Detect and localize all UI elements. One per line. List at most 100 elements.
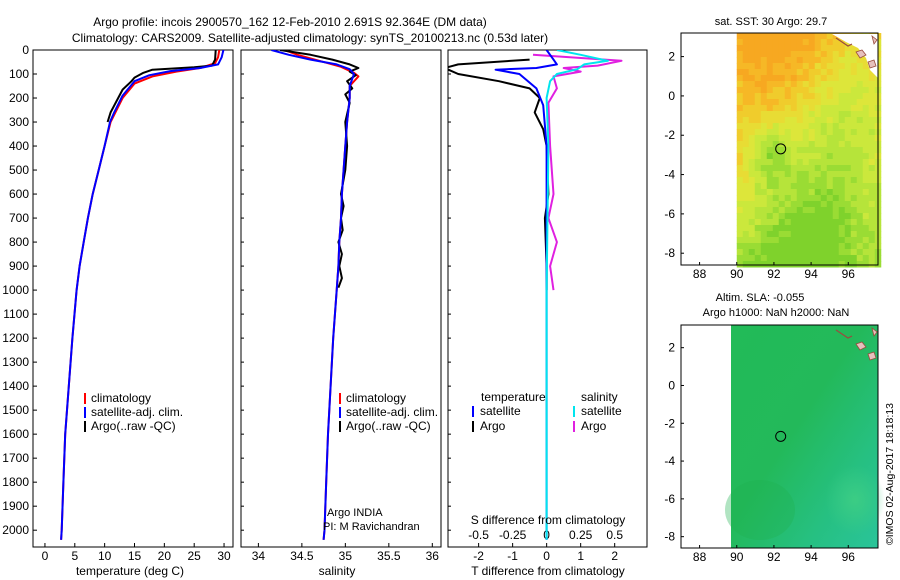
sst-cell [850, 117, 858, 124]
sst-cell [772, 111, 780, 118]
sst-cell [742, 243, 750, 250]
sst-cell [868, 183, 876, 190]
difference-series-line [494, 50, 558, 540]
sst-cell [814, 213, 822, 220]
sst-cell [808, 195, 816, 202]
lon-tick-label: 90 [730, 267, 744, 281]
sla-map-axes: 88 90 92 94 96 2 0 -2 -4 -6 -8 [664, 341, 855, 564]
sst-cell [790, 261, 798, 268]
difference-tick-label: 1 [577, 549, 584, 563]
sst-cell [814, 255, 822, 262]
sst-cell [784, 201, 792, 208]
sst-cell [850, 129, 858, 136]
sst-cell [808, 135, 816, 142]
sst-cell [760, 219, 768, 226]
difference-top-tick-label: -0.5 [468, 528, 489, 542]
sst-cell [766, 237, 774, 244]
sst-cell [754, 111, 762, 118]
sst-cell [850, 99, 858, 106]
sst-cell [862, 153, 870, 160]
sst-cell [814, 165, 822, 172]
sst-cell [868, 243, 876, 250]
sst-cell [832, 213, 840, 220]
sst-cell [754, 171, 762, 178]
difference-tick-label: -1 [507, 549, 518, 563]
sst-cell [844, 207, 852, 214]
sst-cell [766, 93, 774, 100]
sst-cell [844, 75, 852, 82]
sst-cell [742, 231, 750, 238]
sst-cell [820, 51, 828, 58]
sst-cell [760, 111, 768, 118]
sst-cell [748, 75, 756, 82]
sst-cell [832, 249, 840, 256]
sst-cell [802, 63, 810, 70]
temperature-tick-label: 10 [98, 549, 112, 563]
depth-tick-label: 300 [9, 115, 29, 129]
sst-cell [790, 45, 798, 52]
sst-cell [862, 75, 870, 82]
sst-cell [826, 183, 834, 190]
sst-cell [766, 195, 774, 202]
sst-cell [754, 39, 762, 46]
sst-cell [814, 57, 822, 64]
sst-cell [850, 93, 858, 100]
sst-cell [856, 87, 864, 94]
sst-cell [748, 255, 756, 262]
sst-cell [766, 165, 774, 172]
sst-cell [778, 57, 786, 64]
sst-cell [736, 171, 744, 178]
sst-cell [862, 147, 870, 154]
sst-cell [748, 213, 756, 220]
sst-cell [748, 147, 756, 154]
sst-cell [784, 255, 792, 262]
sst-cell [790, 255, 798, 262]
sst-cell [826, 93, 834, 100]
sst-cell [862, 207, 870, 214]
difference-series-line [532, 53, 623, 291]
sst-cell [772, 105, 780, 112]
sst-cell [748, 135, 756, 142]
depth-tick-label: 1500 [2, 403, 29, 417]
sst-cell [844, 243, 852, 250]
sst-cell [736, 225, 744, 232]
sst-cell [748, 111, 756, 118]
sst-cell [772, 171, 780, 178]
sst-cell [760, 63, 768, 70]
legend-title-salinity: salinity [581, 390, 618, 404]
sst-cell [844, 201, 852, 208]
sst-cell [760, 255, 768, 262]
sst-cell [862, 231, 870, 238]
sst-cell [748, 225, 756, 232]
sst-cell [748, 141, 756, 148]
depth-tick-label: 100 [9, 67, 29, 81]
sst-cell [766, 147, 774, 154]
sst-cell [790, 135, 798, 142]
sst-cell [742, 123, 750, 130]
sst-cell [832, 219, 840, 226]
sst-cell [802, 255, 810, 262]
sst-cell [856, 135, 864, 142]
sla-high-patch [825, 465, 885, 535]
sst-cell [754, 195, 762, 202]
sst-cell [868, 231, 876, 238]
temperature-series-line [60, 50, 225, 540]
sst-cell [742, 117, 750, 124]
principal-investigator-label: PI: M Ravichandran [323, 521, 420, 533]
sst-cell [736, 165, 744, 172]
sst-cell [862, 99, 870, 106]
sst-cell [844, 195, 852, 202]
sst-cell [814, 201, 822, 208]
sst-cell [802, 33, 810, 40]
sst-cell [736, 69, 744, 76]
sst-cell [802, 183, 810, 190]
legend-label-t-satellite: satellite [480, 404, 521, 418]
sst-cell [802, 219, 810, 226]
difference-lines [448, 50, 623, 540]
depth-tick-label: 1300 [2, 355, 29, 369]
sst-cell [820, 45, 828, 52]
sst-cell [742, 237, 750, 244]
sst-cell [766, 45, 774, 52]
sst-cell [844, 219, 852, 226]
sst-cell [802, 201, 810, 208]
